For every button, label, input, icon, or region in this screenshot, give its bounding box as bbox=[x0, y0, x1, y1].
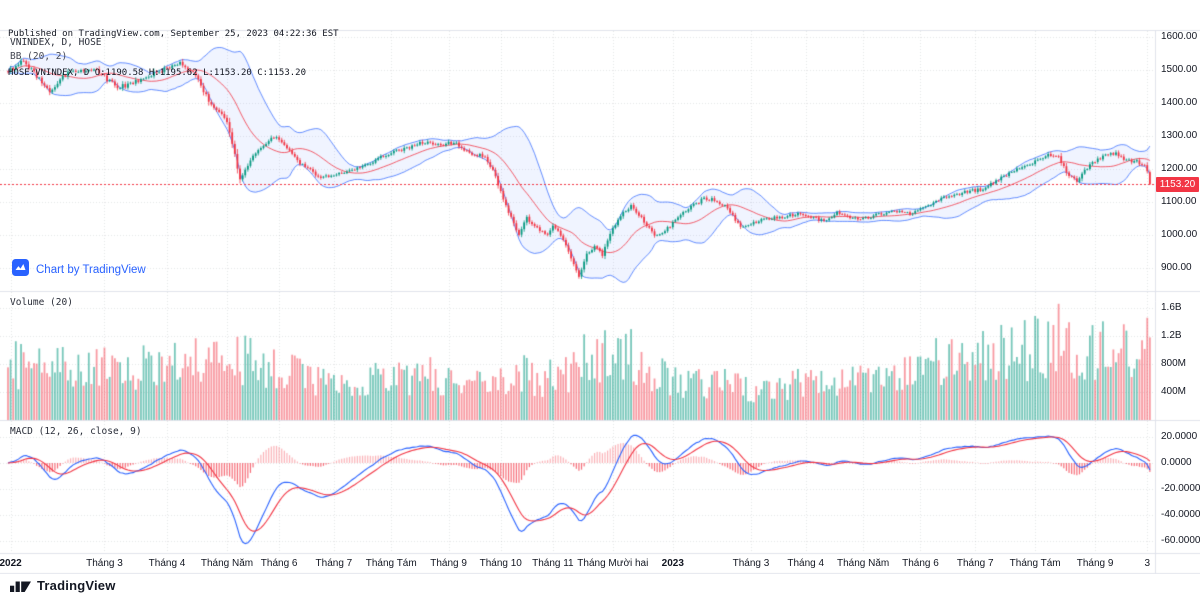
time-axis-label: Tháng Năm bbox=[836, 558, 890, 569]
time-axis-label: Tháng 9 bbox=[1076, 558, 1114, 569]
time-axis-label: Tháng 10 bbox=[479, 558, 522, 569]
time-axis-label: Tháng Mười hai bbox=[577, 558, 649, 569]
time-axis: 2022 Tháng 3 Tháng 4 Tháng Năm Tháng 6 Tháng … bbox=[0, 558, 1155, 574]
time-axis-label: Tháng Tám bbox=[365, 558, 417, 569]
time-axis-label: Tháng 7 bbox=[315, 558, 353, 569]
time-axis-label: Tháng 9 bbox=[430, 558, 467, 569]
time-axis-label: 3 bbox=[1144, 558, 1151, 569]
time-axis-label: Tháng Năm bbox=[200, 558, 254, 569]
time-axis-label: Tháng 4 bbox=[148, 558, 186, 569]
symbol-ohlc-line: HOSE:VNINDEX, D O:1190.58 H:1195.62 L:11… bbox=[8, 68, 307, 78]
macd-pane-legend[interactable]: MACD (12, 26, close, 9) bbox=[10, 426, 142, 437]
watermark-label: Chart by TradingView bbox=[36, 264, 146, 276]
tradingview-logo-icon[interactable] bbox=[10, 578, 31, 592]
time-axis-label: Tháng 3 bbox=[732, 558, 770, 569]
tradingview-cloud-icon bbox=[12, 259, 29, 281]
time-axis-label: Tháng 6 bbox=[902, 558, 939, 569]
symbol-legend[interactable]: VNINDEX, D, HOSE bbox=[10, 37, 102, 48]
bollinger-legend[interactable]: BB (20, 2) bbox=[10, 51, 68, 62]
price-pane-legend: VNINDEX, D, HOSE BB (20, 2) bbox=[10, 37, 102, 62]
published-line: Published on TradingView.com, September … bbox=[8, 29, 339, 39]
footer: TradingView bbox=[0, 574, 1200, 596]
time-axis-label: Tháng 4 bbox=[787, 558, 825, 569]
time-axis-label: 2023 bbox=[661, 558, 684, 569]
time-axis-label: Tháng 3 bbox=[86, 558, 123, 569]
tradingview-watermark[interactable]: Chart by TradingView bbox=[12, 259, 146, 281]
time-axis-label: Tháng 11 bbox=[532, 558, 574, 569]
time-axis-label: Tháng Tám bbox=[1009, 558, 1061, 569]
last-price-tag: 1153.20 bbox=[1156, 176, 1199, 192]
time-axis-label: 2022 bbox=[0, 558, 22, 569]
time-axis-label: Tháng 6 bbox=[260, 558, 298, 569]
header-meta: Published on TradingView.com, September … bbox=[8, 2, 339, 106]
brand-wordmark[interactable]: TradingView bbox=[37, 577, 116, 593]
time-axis-label: Tháng 7 bbox=[956, 558, 994, 569]
volume-pane-legend[interactable]: Volume (20) bbox=[10, 297, 73, 308]
